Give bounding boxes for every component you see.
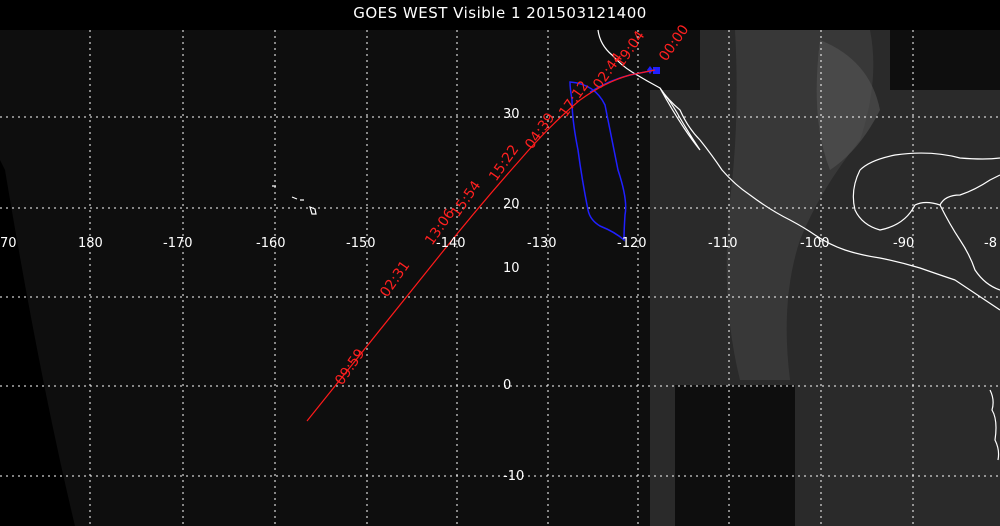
lat-lon-grid	[0, 30, 1000, 526]
lon-label: 180	[78, 236, 103, 251]
central-america	[939, 204, 1000, 291]
trajectory	[306, 69, 656, 422]
coastlines	[272, 29, 1000, 461]
lat-label: 30	[503, 107, 520, 122]
lon-label: -130	[527, 236, 557, 251]
lat-label: 0	[503, 378, 511, 393]
lon-label: -160	[256, 236, 286, 251]
lon-label: -170	[163, 236, 193, 251]
longitude-labels: 70 180 -170 -160 -150 -140 -130 -120 -11…	[0, 236, 997, 251]
trajectory-line	[306, 69, 656, 422]
blue-star-marker	[647, 66, 653, 74]
blue-loop	[569, 81, 627, 242]
image-title: GOES WEST Visible 1 201503121400	[353, 4, 647, 22]
lon-label: -8	[984, 236, 997, 251]
lon-label: -120	[617, 236, 647, 251]
lon-label: -150	[346, 236, 376, 251]
latitude-labels: 30 20 10 0 -10	[503, 107, 524, 484]
earth-disk	[0, 30, 1000, 526]
lat-label: 20	[503, 197, 520, 212]
lat-label: 10	[503, 261, 520, 276]
cloud-band-2	[816, 40, 880, 170]
lon-label: -110	[708, 236, 738, 251]
lon-label: -100	[800, 236, 830, 251]
lon-label: -140	[436, 236, 466, 251]
hawaii	[272, 185, 317, 215]
lon-label: -90	[893, 236, 914, 251]
lon-label: 70	[0, 236, 17, 251]
lat-label: -10	[503, 469, 524, 484]
gulf-of-mexico-coast	[852, 152, 1000, 231]
south-america-edge	[989, 389, 1000, 461]
baja-california	[659, 87, 701, 151]
north-america-west-coast	[597, 29, 1000, 311]
release-point-marker	[653, 67, 660, 74]
